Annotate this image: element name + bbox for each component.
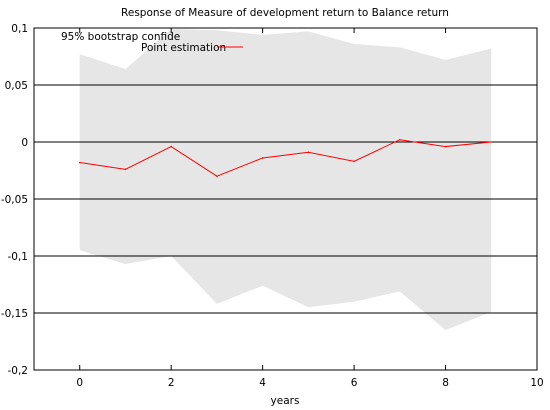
data-point xyxy=(444,145,447,148)
data-point xyxy=(261,157,264,159)
x-tick-label: 6 xyxy=(351,377,358,389)
chart-title: Response of Measure of development retur… xyxy=(121,7,449,19)
data-point xyxy=(490,141,493,143)
legend-label-band: 95% bootstrap confide xyxy=(61,31,180,43)
y-tick-label: 0 xyxy=(21,137,28,149)
data-point xyxy=(170,145,172,148)
data-point xyxy=(353,160,355,163)
data-point xyxy=(399,138,401,141)
confidence-band xyxy=(79,29,492,331)
x-tick-label: 0 xyxy=(76,377,83,389)
x-tick-label: 8 xyxy=(442,377,449,389)
x-tick-label: 2 xyxy=(168,377,175,389)
legend-label-series: Point estimation xyxy=(141,42,226,54)
data-point xyxy=(307,151,310,154)
plot-area: 0,1 0,05 0 -0,05 -0,1 -0,15 -0,2 0 2 4 6 8 10 95% boo… xyxy=(1,23,544,389)
y-tick-label: 0,05 xyxy=(5,80,28,92)
y-tick-label: -0,2 xyxy=(8,365,29,377)
x-tick-label: 10 xyxy=(530,377,543,389)
data-point xyxy=(78,161,81,164)
y-tick-label: 0,1 xyxy=(11,23,28,35)
x-axis-label: years xyxy=(271,395,300,407)
y-tick-label: -0,15 xyxy=(1,308,28,320)
data-point xyxy=(216,175,218,177)
y-tick-label: -0,1 xyxy=(8,251,29,263)
plot-border xyxy=(33,27,538,371)
series-line-point-estimation xyxy=(79,139,492,177)
y-tick-label: -0,05 xyxy=(1,194,28,206)
data-point xyxy=(124,168,127,171)
x-tick-label: 4 xyxy=(259,377,266,389)
